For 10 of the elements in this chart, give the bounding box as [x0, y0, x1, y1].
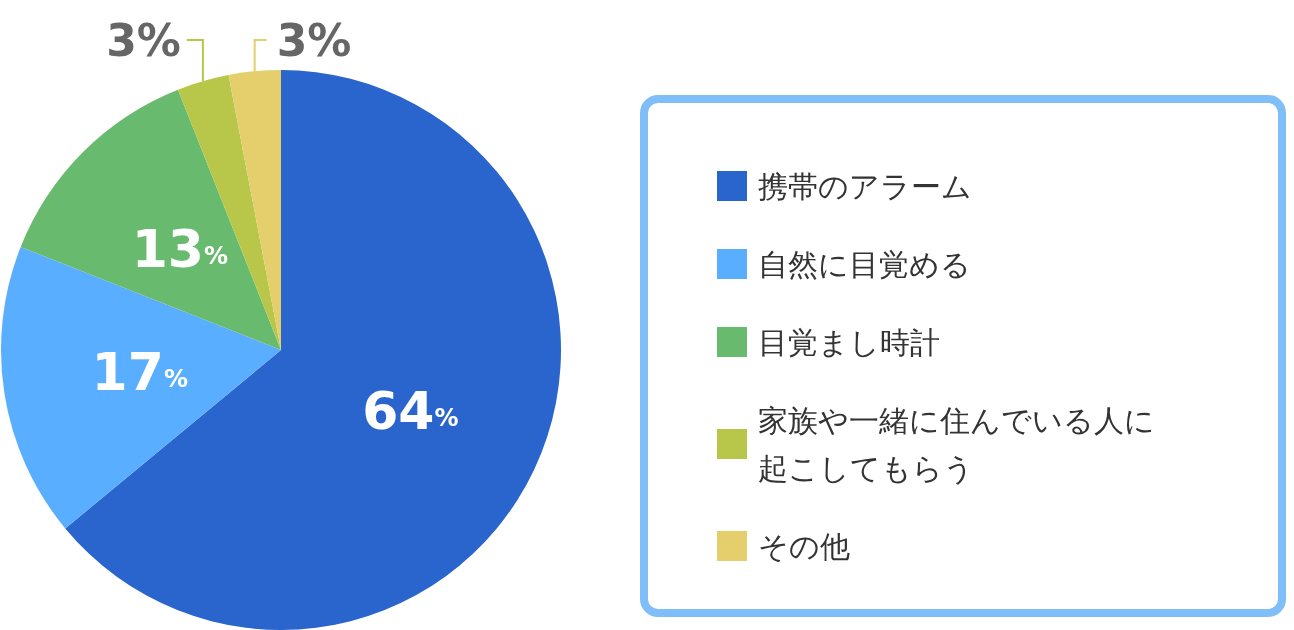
legend-label: その他 [758, 528, 850, 564]
data-label: 17% [91, 342, 188, 403]
data-label: 13% [131, 218, 229, 279]
legend-label: 家族や一緒に住んでいる人に起こしてもらう [758, 402, 1155, 486]
legend-label: 自然に目覚める [758, 246, 971, 282]
data-label: 3% [106, 14, 181, 66]
data-label: 3% [276, 14, 352, 66]
data-label: 64% [362, 380, 459, 441]
legend-label: 携帯のアラーム [758, 168, 972, 204]
legend-label: 目覚まし時計 [758, 324, 940, 360]
